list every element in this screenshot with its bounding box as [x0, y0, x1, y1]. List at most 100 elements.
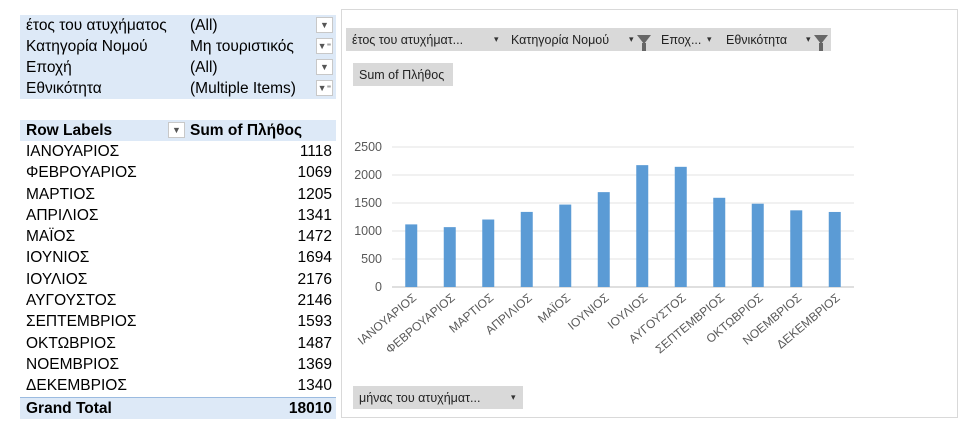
- y-tick-label: 0: [375, 280, 382, 294]
- pivot-filter-value: (All): [190, 58, 218, 76]
- bar-chart-svg: 05001000150020002500ΙΑΝΟΥΑΡΙΟΣΦΕΒΡΟΥΑΡΙΟ…: [354, 140, 854, 357]
- row-label: ΙΑΝΟΥΑΡΙΟΣ: [26, 143, 120, 160]
- filter-funnel-icon[interactable]: ▼⁼: [316, 80, 333, 96]
- x-tick-label: ΙΟΥΝΙΟΣ: [565, 291, 612, 333]
- row-value: 1487: [297, 334, 332, 352]
- pivot-filter-value: Μη τουριστικός: [190, 37, 294, 55]
- row-label: ΙΟΥΛΙΟΣ: [26, 270, 88, 288]
- row-value: 1340: [297, 377, 332, 395]
- filter-funnel-icon: [637, 35, 651, 51]
- chart-axis-field-label: μήνας του ατυχήματ...: [359, 390, 481, 405]
- pivot-filter-name: Εποχή: [26, 58, 72, 76]
- pivot-table: έτος του ατυχήματος (All) ▼ Κατηγορία Νομού…: [20, 15, 336, 419]
- row-labels-dropdown-button[interactable]: ▼: [168, 122, 185, 138]
- filter-funnel-icon[interactable]: ▼⁼: [316, 38, 333, 54]
- table-row: ΜΑΪΟΣ 1472: [20, 226, 336, 247]
- chevron-down-icon: ▾: [806, 34, 811, 44]
- row-label: ΙΟΥΝΙΟΣ: [26, 249, 90, 267]
- table-row: ΑΥΓΟΥΣΤΟΣ 2146: [20, 290, 336, 311]
- y-tick-label: 1500: [354, 196, 382, 210]
- chart-filter-label-category: Κατηγορία Νομού: [511, 32, 610, 47]
- row-value: 1694: [297, 249, 332, 267]
- chart-filter-label-year: έτος του ατυχήματ...: [352, 32, 464, 47]
- pivot-filter-row: Εποχή (All) ▼: [20, 57, 336, 78]
- pivot-filters: έτος του ατυχήματος (All) ▼ Κατηγορία Νομού…: [20, 15, 336, 99]
- row-value: 1341: [297, 206, 332, 224]
- grand-total-label: Grand Total: [26, 399, 112, 417]
- table-row: ΝΟΕΜΒΡΙΟΣ 1369: [20, 354, 336, 375]
- bar[interactable]: [636, 165, 649, 287]
- row-value: 1369: [297, 355, 332, 373]
- row-label: ΦΕΒΡΟΥΑΡΙΟΣ: [26, 164, 137, 182]
- values-header: Sum of Πλήθος: [190, 122, 303, 139]
- chart-filter-label-season: Εποχ...: [661, 32, 702, 47]
- chevron-down-icon: ▾: [707, 34, 712, 44]
- row-label: ΑΥΓΟΥΣΤΟΣ: [26, 292, 117, 310]
- chart-filter-label-nationality: Εθνικότητα: [726, 32, 788, 47]
- y-tick-label: 2000: [354, 168, 382, 182]
- y-tick-label: 1000: [354, 224, 382, 238]
- row-label: ΑΠΡΙΛΙΟΣ: [26, 206, 99, 224]
- bar[interactable]: [713, 197, 726, 287]
- pivot-filter-row: Εθνικότητα (Multiple Items) ▼⁼: [20, 78, 336, 99]
- pivot-rows: ΙΑΝΟΥΑΡΙΟΣ 1118 ΦΕΒΡΟΥΑΡΙΟΣ 1069 ΜΑΡΤΙΟΣ 1205…: [20, 141, 336, 397]
- table-row: ΦΕΒΡΟΥΑΡΙΟΣ 1069: [20, 162, 336, 183]
- row-label: ΜΑΪΟΣ: [26, 228, 76, 246]
- chart-values-label: Sum of Πλήθος: [359, 67, 445, 82]
- row-label: ΟΚΤΩΒΡΙΟΣ: [26, 334, 116, 352]
- y-tick-label: 500: [361, 252, 382, 266]
- pivot-filter-value: (Multiple Items): [190, 79, 296, 97]
- blank-row: [20, 99, 336, 120]
- row-label: ΜΑΡΤΙΟΣ: [26, 185, 96, 203]
- x-tick-label: ΣΕΠΤΕΜΒΡΙΟΣ: [653, 291, 728, 357]
- grand-total-value: 18010: [288, 399, 332, 417]
- chevron-down-icon: ▾: [511, 392, 516, 402]
- row-value: 1069: [297, 164, 332, 182]
- bar[interactable]: [828, 211, 841, 287]
- chart-axis-field-button[interactable]: μήνας του ατυχήματ... ▾: [353, 386, 523, 409]
- chart-filter-button-season[interactable]: Εποχ... ▾: [655, 28, 721, 51]
- y-tick-label: 2500: [354, 140, 382, 154]
- bar[interactable]: [482, 219, 495, 287]
- chart-filter-button-year[interactable]: έτος του ατυχήματ... ▾: [346, 28, 506, 51]
- pivot-filter-name: Κατηγορία Νομού: [26, 37, 148, 55]
- row-value: 1118: [299, 143, 332, 160]
- pivot-filter-name: έτος του ατυχήματος: [26, 16, 167, 34]
- bar[interactable]: [559, 204, 572, 287]
- pivot-filter-row: έτος του ατυχήματος (All) ▼: [20, 15, 336, 36]
- row-label: ΝΟΕΜΒΡΙΟΣ: [26, 355, 120, 373]
- table-row: ΟΚΤΩΒΡΙΟΣ 1487: [20, 333, 336, 354]
- chevron-down-icon[interactable]: ▼: [316, 17, 333, 33]
- bar[interactable]: [751, 203, 764, 287]
- bar[interactable]: [405, 224, 418, 287]
- table-row: ΙΟΥΛΙΟΣ 2176: [20, 269, 336, 290]
- row-value: 1593: [297, 313, 332, 331]
- pivot-chart[interactable]: έτος του ατυχήματ... ▾ Κατηγορία Νομού ▾…: [341, 9, 958, 418]
- chart-values-button[interactable]: Sum of Πλήθος: [353, 63, 453, 86]
- chevron-down-icon: ▾: [629, 34, 634, 44]
- pivot-filter-name: Εθνικότητα: [26, 79, 102, 97]
- table-row: ΣΕΠΤΕΜΒΡΙΟΣ 1593: [20, 311, 336, 332]
- row-value: 1205: [297, 185, 332, 203]
- table-row: ΙΑΝΟΥΑΡΙΟΣ 1118: [20, 141, 336, 162]
- bar[interactable]: [674, 166, 687, 287]
- table-row: ΔΕΚΕΜΒΡΙΟΣ 1340: [20, 375, 336, 396]
- table-row: ΜΑΡΤΙΟΣ 1205: [20, 184, 336, 205]
- bar[interactable]: [790, 210, 803, 287]
- grand-total-row: Grand Total 18010: [20, 396, 336, 419]
- row-label: ΔΕΚΕΜΒΡΙΟΣ: [26, 377, 127, 395]
- table-row: ΑΠΡΙΛΙΟΣ 1341: [20, 205, 336, 226]
- pivot-filter-value: (All): [190, 16, 218, 34]
- chevron-down-icon[interactable]: ▼: [316, 59, 333, 75]
- row-value: 2176: [297, 270, 332, 288]
- bar[interactable]: [443, 227, 456, 287]
- row-value: 2146: [297, 292, 332, 310]
- pivot-filter-row: Κατηγορία Νομού Μη τουριστικός ▼⁼: [20, 36, 336, 57]
- row-labels-header: Row Labels: [26, 122, 113, 139]
- chart-filter-button-category[interactable]: Κατηγορία Νομού ▾: [505, 28, 655, 51]
- bar[interactable]: [597, 192, 610, 287]
- bar[interactable]: [520, 211, 533, 287]
- chart-filter-button-nationality[interactable]: Εθνικότητα ▾: [720, 28, 831, 51]
- row-value: 1472: [297, 228, 332, 246]
- table-row: ΙΟΥΝΙΟΣ 1694: [20, 247, 336, 268]
